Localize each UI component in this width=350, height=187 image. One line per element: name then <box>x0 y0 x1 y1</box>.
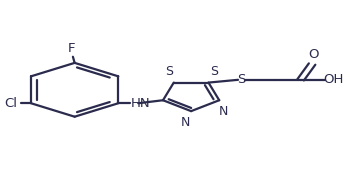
Text: S: S <box>237 73 246 86</box>
Text: F: F <box>68 42 75 55</box>
Text: OH: OH <box>323 73 344 86</box>
Text: HN: HN <box>130 97 150 110</box>
Text: N: N <box>181 116 191 129</box>
Text: S: S <box>210 65 218 78</box>
Text: S: S <box>166 65 174 78</box>
Text: O: O <box>308 48 318 61</box>
Text: N: N <box>219 105 228 118</box>
Text: Cl: Cl <box>4 97 17 110</box>
